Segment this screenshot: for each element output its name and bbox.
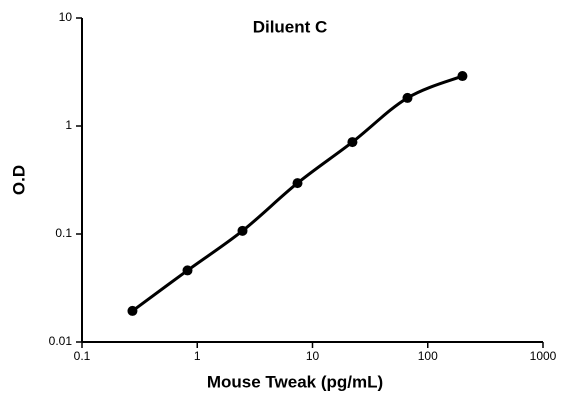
chart-title: Diluent C [253,17,328,36]
line [131,74,463,313]
x-tick-label: 1000 [530,349,557,363]
y-tick-label: 0.01 [49,334,73,348]
x-tick-label: 10 [306,349,320,363]
y-tick-label: 10 [59,10,73,24]
point [457,71,468,82]
y-tick-label: 1 [65,118,72,132]
y-tick-label: 0.1 [55,226,72,240]
point [402,92,413,103]
x-tick-label: 1 [194,349,201,363]
y-axis-label: O.D [9,165,28,195]
point [237,225,248,236]
x-tick-label: 100 [418,349,438,363]
point [127,305,138,316]
point [292,178,303,189]
x-tick-label: 0.1 [74,349,91,363]
x-axis-label: Mouse Tweak (pg/mL) [207,372,383,391]
point [182,265,193,276]
point [347,137,358,148]
